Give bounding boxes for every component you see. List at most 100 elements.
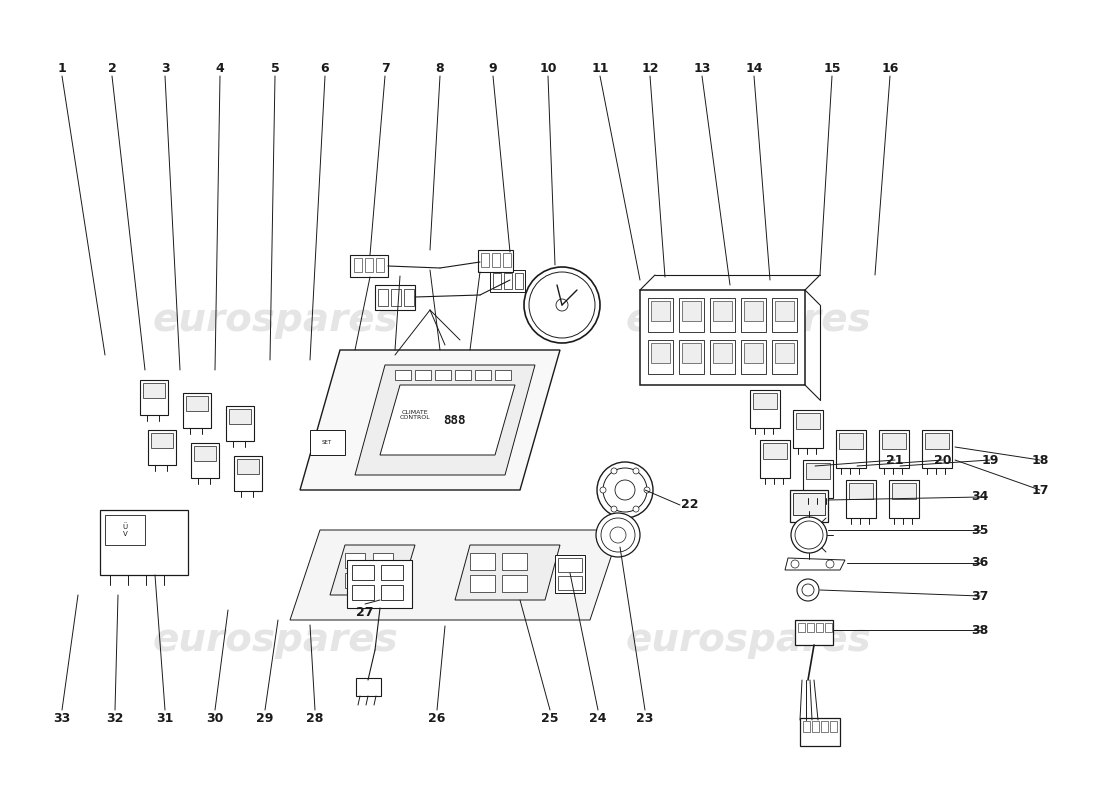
Text: 22: 22 [681,498,698,511]
Text: 13: 13 [693,62,711,74]
Bar [776,301,794,321]
Text: eurospares: eurospares [625,301,871,339]
Text: 31: 31 [156,711,174,725]
Polygon shape [290,530,620,620]
Text: 33: 33 [54,711,70,725]
Bar [836,430,866,468]
Bar [481,253,490,267]
Bar [816,623,823,632]
Bar [800,718,840,746]
Circle shape [791,560,799,568]
Text: eurospares: eurospares [625,621,871,659]
Bar [191,443,219,478]
Text: 26: 26 [428,711,446,725]
Bar [651,301,670,321]
Text: 20: 20 [934,454,952,466]
Circle shape [610,506,617,512]
Bar [470,575,495,592]
Bar [793,410,823,448]
Bar [470,553,495,570]
Bar [490,270,525,292]
Bar [830,721,837,732]
Bar [352,585,374,600]
Text: 38: 38 [971,623,989,637]
Bar [495,370,512,380]
Text: CLIMATE
CONTROL: CLIMATE CONTROL [399,410,430,421]
Bar [415,370,431,380]
Text: 15: 15 [823,62,840,74]
Bar [754,393,777,409]
Bar [345,573,365,588]
Circle shape [524,267,600,343]
Circle shape [632,468,639,474]
Text: 1: 1 [57,62,66,74]
Bar [100,510,188,575]
Bar [492,253,500,267]
Circle shape [603,468,647,512]
Circle shape [826,560,834,568]
Bar [925,433,949,449]
Text: 11: 11 [592,62,608,74]
Bar [104,515,145,545]
Bar [350,255,388,277]
Bar [679,340,704,374]
Circle shape [798,579,820,601]
Bar [475,370,491,380]
Circle shape [529,272,595,338]
Text: 19: 19 [981,454,999,466]
Bar [648,340,673,374]
Text: 32: 32 [107,711,123,725]
Bar [381,565,403,580]
Polygon shape [455,545,560,600]
Bar [750,390,780,428]
Text: 28: 28 [306,711,323,725]
Text: 24: 24 [590,711,607,725]
Text: 10: 10 [539,62,557,74]
Bar [763,443,786,459]
Text: 25: 25 [541,711,559,725]
Bar [234,456,262,491]
Circle shape [610,468,617,474]
Bar [140,380,168,415]
Text: 8: 8 [436,62,444,74]
Text: 4: 4 [216,62,224,74]
Bar [352,565,374,580]
Bar [229,409,251,424]
Bar [373,573,393,588]
Text: Ü
V: Ü V [122,523,128,537]
Circle shape [596,513,640,557]
Bar [183,393,211,428]
Bar [151,433,173,448]
Bar [892,483,916,499]
Polygon shape [355,365,535,475]
Bar [807,623,814,632]
Circle shape [615,480,635,500]
Bar [825,623,832,632]
Text: 14: 14 [746,62,762,74]
Bar [803,460,833,498]
Bar [378,289,388,306]
Text: 888: 888 [443,414,466,426]
Bar [395,370,411,380]
Bar [812,721,820,732]
Bar [310,430,345,455]
Bar [356,678,381,696]
Text: 23: 23 [636,711,653,725]
Bar [186,396,208,411]
Bar [556,555,585,593]
Bar [648,298,673,332]
Text: 18: 18 [1032,454,1048,466]
Bar [839,433,864,449]
Bar [682,343,701,363]
Text: 36: 36 [971,557,989,570]
Text: 27: 27 [356,606,374,618]
Circle shape [644,487,650,493]
Bar [760,440,790,478]
Polygon shape [330,545,415,595]
Bar [502,553,527,570]
Text: 12: 12 [641,62,659,74]
Bar [455,370,471,380]
Bar [682,301,701,321]
Bar [776,343,794,363]
Bar [796,413,820,429]
